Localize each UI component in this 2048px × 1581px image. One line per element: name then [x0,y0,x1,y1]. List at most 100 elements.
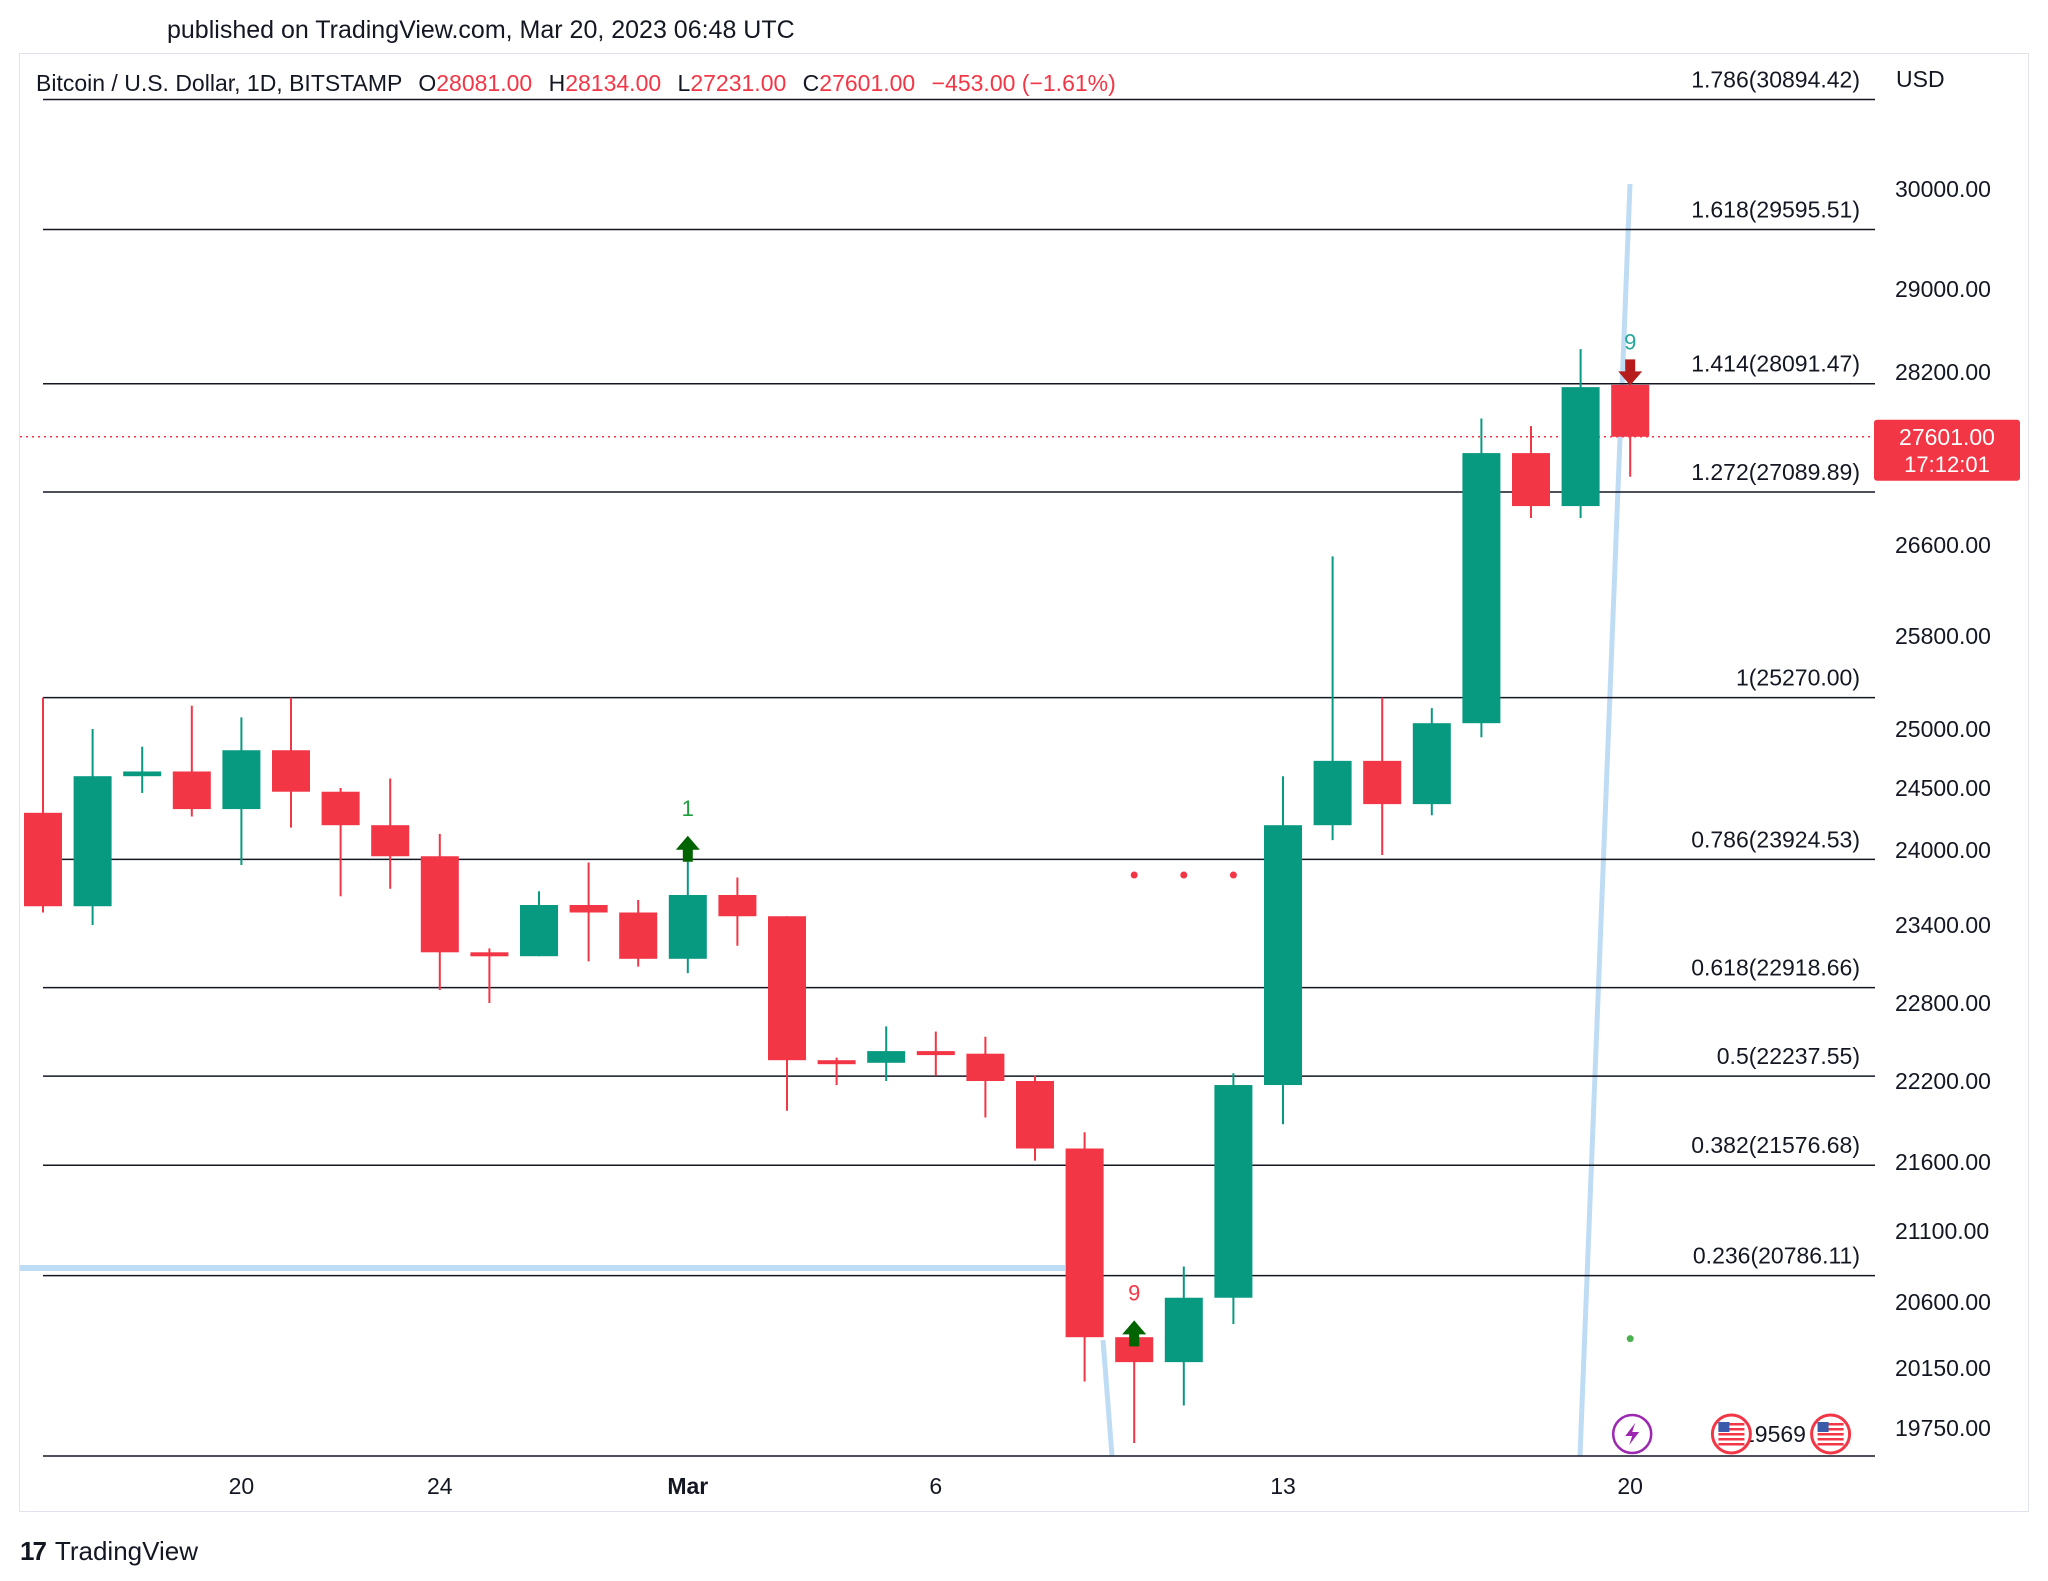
x-axis-label: 6 [929,1473,942,1499]
candle-body[interactable] [867,1051,906,1063]
high-value: 28134.00 [565,70,662,96]
dot-marker [1229,871,1237,879]
low-value: 27231.00 [690,70,787,96]
dot-marker [1130,871,1138,879]
candle-body[interactable] [1561,387,1600,507]
close-value: 27601.00 [819,70,916,96]
flag-canton [1718,1422,1730,1432]
last-price-value: 27601.00 [1899,424,1995,450]
dot-marker [1626,1335,1634,1343]
tradingview-brand[interactable]: 17 TradingView [20,1536,198,1567]
fib-label: 0.786(23924.53) [1691,826,1860,852]
candle-body[interactable] [1462,453,1501,724]
fib-label: 1.414(28091.47) [1691,351,1860,377]
fib-label: 0.382(21576.68) [1691,1132,1860,1158]
candle-body[interactable] [1065,1148,1104,1338]
candle-body[interactable] [718,895,757,917]
low-label: L [677,70,691,96]
tradingview-logo-icon: 17 [20,1536,47,1566]
flag-stripe [1718,1428,1745,1431]
fib-label: 1.618(29595.51) [1691,196,1860,222]
channel-line-lower [1100,1339,1115,1457]
flag-stripe [1817,1438,1844,1441]
y-axis-label: 21100.00 [1895,1218,1989,1244]
candle-body[interactable] [321,791,360,826]
candle-body[interactable] [1264,825,1302,1086]
candle-body[interactable] [1512,453,1550,507]
flag-stripe [1718,1433,1745,1436]
candle-body[interactable] [966,1053,1005,1081]
x-axis-label: 13 [1270,1473,1296,1499]
dot-marker [1180,871,1188,879]
fib-label: 0.5(22237.55) [1717,1043,1860,1069]
candle-body[interactable] [1164,1297,1203,1363]
candle-body[interactable] [222,750,261,810]
x-axis-label: Mar [667,1473,708,1499]
up-arrow-icon [1122,1320,1147,1347]
candle-body[interactable] [1214,1085,1253,1298]
candle-body[interactable] [73,776,112,907]
fib-label: 1.786(30894.42) [1691,67,1860,93]
fib-label: 19569 [1742,1421,1806,1447]
y-axis-label: 21600.00 [1895,1149,1991,1175]
flag-stripe [1817,1423,1844,1426]
candle-body[interactable] [1313,760,1352,826]
close-label: C [802,70,820,96]
symbol-legend: Bitcoin / U.S. Dollar, 1D, BITSTAMP O280… [36,70,1116,97]
last-price-tag[interactable] [1874,419,2020,481]
candle-body[interactable] [768,916,806,1061]
flag-stripe [1817,1428,1844,1431]
candle-body[interactable] [1016,1081,1054,1149]
flag-stripe [1718,1438,1745,1441]
y-axis-label: 29000.00 [1895,276,1991,302]
candle-body[interactable] [1363,760,1402,805]
flag-stripe [1817,1433,1844,1436]
fib-label: 0.236(20786.11) [1693,1243,1860,1269]
fib-label: 0.618(22918.66) [1691,955,1860,981]
candle-body[interactable] [24,812,62,907]
fib-label: 1.272(27089.89) [1691,459,1860,485]
symbol-title[interactable]: Bitcoin / U.S. Dollar, 1D, BITSTAMP [36,70,402,96]
signal-label: 9 [1128,1280,1140,1305]
candle-body[interactable] [1611,384,1650,437]
candle-body[interactable] [668,895,707,959]
x-axis-label: 20 [229,1473,255,1499]
y-axis-label: 20600.00 [1895,1289,1991,1315]
lightning-bolt [1625,1423,1640,1445]
up-arrow-icon [675,835,700,862]
candle-body[interactable] [470,952,509,957]
brand-name: TradingView [54,1536,198,1566]
y-axis-label: 25800.00 [1895,623,1991,649]
x-axis-label: 24 [427,1473,453,1499]
y-axis-label: 19750.00 [1895,1415,1991,1441]
candle-body[interactable] [1412,723,1451,805]
candle-body[interactable] [520,905,558,957]
flag-stripe [1718,1423,1745,1426]
candle-body[interactable] [123,771,162,777]
chart-frame [19,53,2029,1512]
open-label: O [418,70,437,96]
candle-body[interactable] [619,912,658,959]
candle-body[interactable] [569,905,608,913]
y-axis-label: 24000.00 [1895,837,1991,863]
flag-canton [1817,1422,1829,1432]
y-axis-label: 20150.00 [1895,1355,1991,1381]
bar-countdown: 17:12:01 [1904,452,1990,477]
candle-body[interactable] [817,1060,856,1065]
x-axis-label: 20 [1617,1473,1643,1499]
candle-body[interactable] [272,750,310,792]
candle-body[interactable] [172,771,211,810]
y-axis-label: 23400.00 [1895,912,1991,938]
y-axis-label: 24500.00 [1895,775,1991,801]
y-axis-label: 28200.00 [1895,359,1991,385]
candle-body[interactable] [371,825,410,857]
currency-label[interactable]: USD [1896,66,1945,92]
signal-label: 9 [1624,329,1636,354]
open-value: 28081.00 [436,70,533,96]
candle-body[interactable] [420,856,459,953]
fib-label: 1(25270.00) [1736,665,1860,691]
down-arrow-icon [1618,359,1643,386]
candle-body[interactable] [916,1051,955,1056]
y-axis-label: 30000.00 [1895,176,1991,202]
